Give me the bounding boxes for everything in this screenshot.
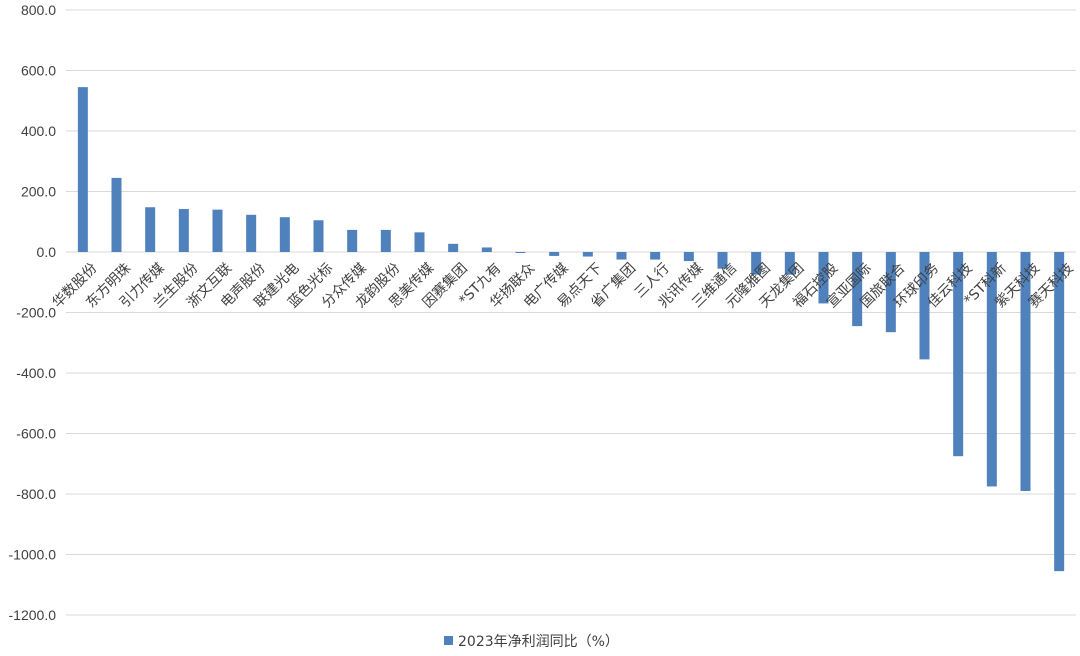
y-tick-label: -200.0 (16, 305, 56, 321)
bar (751, 252, 762, 275)
y-tick-label: -800.0 (16, 486, 56, 502)
y-tick-label: 800.0 (21, 2, 56, 18)
bar (852, 252, 863, 327)
bar (953, 252, 964, 457)
bar (885, 252, 896, 333)
bar (986, 252, 997, 487)
bar (784, 252, 795, 275)
bar (178, 209, 189, 252)
bar (549, 252, 560, 256)
y-tick-label: -1200.0 (9, 607, 57, 623)
bar (111, 177, 122, 252)
y-tick-label: -1000.0 (9, 547, 57, 563)
bar (448, 243, 459, 252)
bar (279, 217, 290, 252)
bar (919, 252, 930, 360)
bar (717, 252, 728, 269)
legend-label: 2023年净利润同比（%） (458, 634, 619, 650)
legend-swatch (444, 636, 453, 645)
y-tick-label: 0.0 (37, 244, 57, 260)
y-tick-label: 200.0 (21, 184, 56, 200)
bars (77, 87, 1065, 572)
bar (650, 252, 661, 260)
bar (481, 247, 492, 252)
bar (347, 229, 358, 252)
y-tick-label: 600.0 (21, 63, 56, 79)
bar (145, 207, 156, 252)
bar (414, 232, 425, 252)
y-axis-ticks: 800.0 600.0 400.0 200.0 0.0 -200.0 -400.0 -600.… (9, 2, 57, 623)
bar (582, 252, 593, 257)
bar (77, 87, 88, 252)
bar (246, 214, 257, 252)
bar (616, 252, 627, 260)
bar (818, 252, 829, 304)
bar (683, 252, 694, 262)
y-tick-label: -600.0 (16, 426, 56, 442)
y-tick-label: 400.0 (21, 123, 56, 139)
gridlines (66, 9, 1076, 616)
bar (313, 220, 324, 252)
bar (515, 252, 526, 253)
bar (212, 209, 223, 252)
bar (380, 229, 391, 252)
bar (1020, 252, 1031, 491)
bar (1054, 252, 1065, 572)
legend: 2023年净利润同比（%） (444, 634, 619, 650)
y-tick-label: -400.0 (16, 365, 56, 381)
